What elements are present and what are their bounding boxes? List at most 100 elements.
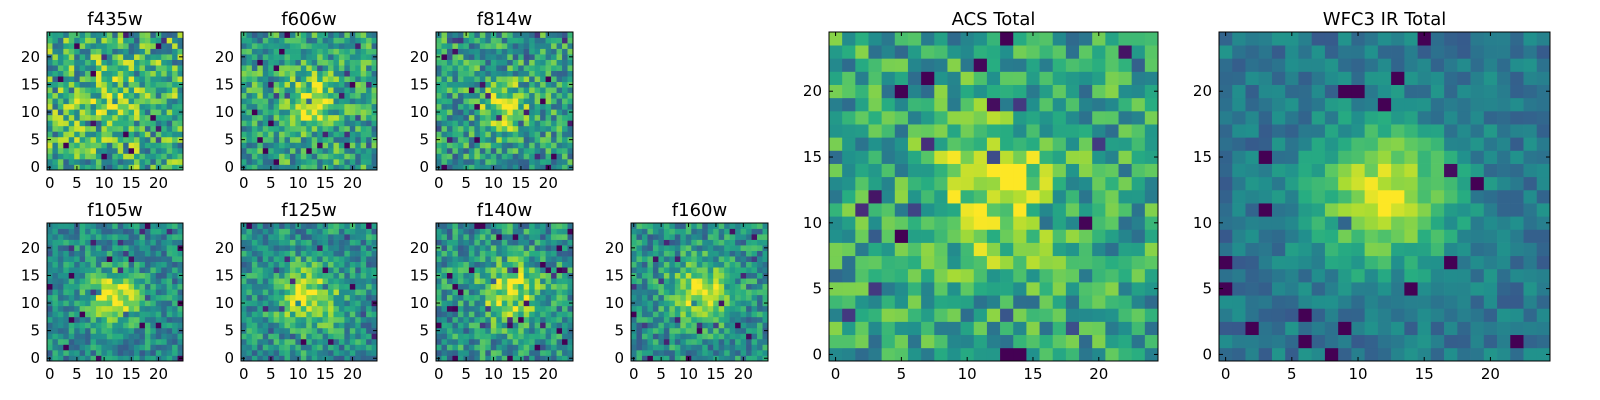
heatmap-cell [680, 300, 687, 307]
heatmap-cell [523, 349, 530, 356]
heatmap-cell [333, 256, 340, 262]
heatmap-cell [551, 228, 557, 235]
heatmap-cell [512, 98, 519, 105]
heatmap-cell [161, 283, 168, 290]
heatmap-cell [512, 234, 519, 240]
heatmap-cell [452, 164, 459, 171]
heatmap-cell [468, 131, 475, 138]
heatmap-cell [360, 114, 367, 121]
heatmap-cell [523, 54, 530, 60]
heatmap-cell [529, 289, 535, 296]
heatmap-cell [463, 37, 470, 44]
heatmap-cell [556, 261, 563, 268]
heatmap-cell [68, 316, 75, 323]
heatmap-cell [311, 283, 318, 290]
heatmap-cell [512, 267, 519, 274]
heatmap-cell [707, 355, 714, 362]
heatmap-cell [241, 98, 247, 105]
heatmap-cell [501, 223, 508, 229]
heatmap-cell [306, 103, 313, 110]
heatmap-cell [507, 327, 514, 334]
heatmap-cell [68, 344, 75, 351]
heatmap-cell [1052, 176, 1067, 191]
heatmap-cell [907, 242, 922, 257]
heatmap-cell [246, 109, 253, 116]
heatmap-cell [289, 109, 296, 116]
panel-title: f160w [672, 200, 727, 221]
heatmap-cell [355, 234, 362, 240]
heatmap-cell [474, 43, 481, 49]
heatmap-cell [279, 278, 285, 285]
heatmap-cell [986, 189, 1001, 204]
heatmap-cell [106, 355, 113, 362]
heatmap-cell [490, 294, 497, 301]
heatmap-cell [338, 250, 345, 257]
heatmap-cell [490, 109, 497, 116]
heatmap-cell [166, 272, 173, 279]
heatmap-cell [344, 142, 351, 149]
heatmap-cell [523, 311, 530, 318]
heatmap-cell [150, 48, 157, 55]
heatmap-cell [474, 311, 481, 318]
heatmap-cell [317, 322, 323, 329]
heatmap-cell [1026, 334, 1040, 349]
heatmap-cell [134, 322, 140, 329]
heatmap-cell [328, 261, 334, 268]
heatmap-cell [106, 153, 113, 160]
heatmap-cell [934, 308, 948, 322]
heatmap-cell [90, 76, 97, 83]
heatmap-cell [117, 250, 124, 257]
heatmap-cell [452, 223, 459, 229]
heatmap-cell [436, 239, 442, 246]
heatmap-cell [63, 250, 70, 257]
heatmap-cell [1105, 347, 1119, 362]
heatmap-cell [117, 92, 124, 99]
heatmap-cell [257, 147, 264, 154]
heatmap-cell [534, 131, 541, 138]
heatmap-cell [652, 289, 659, 296]
heatmap-cell [366, 316, 372, 323]
heatmap-cell [262, 131, 269, 138]
heatmap-cell [139, 245, 146, 251]
heatmap-cell [68, 109, 75, 116]
heatmap-cell [1013, 163, 1027, 178]
heatmap-cell [241, 43, 247, 49]
x-tick-label: 15 [511, 174, 530, 192]
heatmap-cell [757, 305, 763, 312]
heatmap-cell [106, 234, 113, 240]
heatmap-cell [279, 228, 285, 235]
heatmap-cell [172, 223, 178, 229]
heatmap-cell [328, 338, 334, 345]
heatmap-cell [371, 92, 378, 99]
heatmap-cell [534, 267, 541, 274]
heatmap-cell [360, 322, 367, 329]
heatmap-cell [155, 131, 162, 138]
heatmap-cell [63, 311, 70, 318]
heatmap-cell [262, 349, 269, 356]
heatmap-cell [540, 92, 546, 99]
heatmap-cell [333, 70, 340, 77]
heatmap-cell [757, 316, 763, 323]
heatmap-cell [707, 245, 714, 251]
heatmap-cell [556, 283, 563, 290]
heatmap-cell [289, 136, 296, 143]
heatmap-cell [144, 261, 151, 268]
heatmap-cell [144, 245, 151, 251]
heatmap-cell [496, 98, 503, 105]
heatmap-cell [1065, 189, 1080, 204]
heatmap-cell [707, 267, 714, 274]
heatmap-cell [144, 158, 151, 165]
heatmap-cell [166, 338, 173, 345]
heatmap-cell [79, 59, 86, 66]
heatmap-cell [311, 153, 318, 160]
heatmap-cell [68, 37, 75, 44]
heatmap-cell [523, 142, 530, 149]
heatmap-cell [436, 114, 442, 121]
heatmap-cell [556, 338, 563, 345]
heatmap-cell [246, 223, 253, 229]
heatmap-cell [512, 153, 519, 160]
heatmap-cell [300, 103, 307, 110]
heatmap-cell [366, 48, 372, 55]
heatmap-cell [947, 242, 961, 257]
heatmap-cell [90, 136, 97, 143]
